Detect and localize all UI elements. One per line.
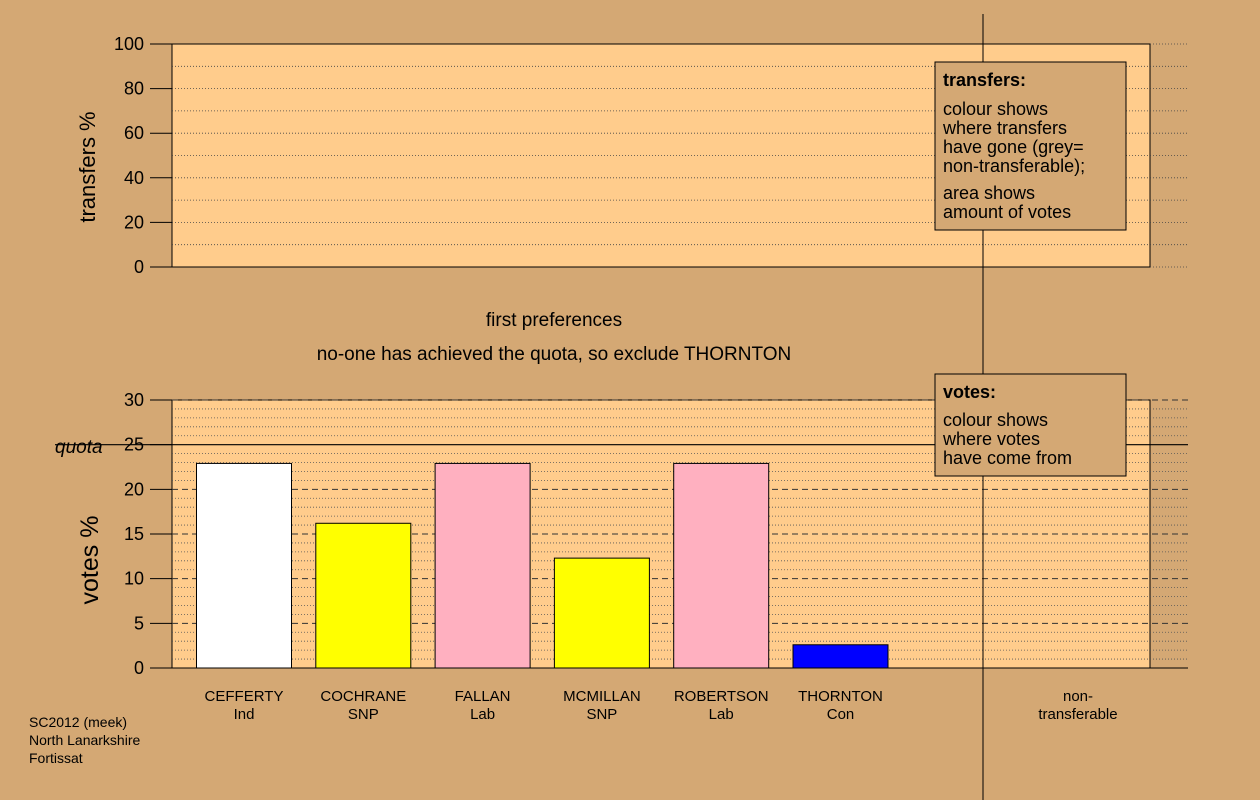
- quota-label: quota: [55, 437, 103, 458]
- votes-y-ticks: 30 25 20 15 10 5 0: [124, 390, 172, 678]
- transfers-tick-label: 20: [124, 212, 144, 232]
- candidate-name: MCMILLAN: [563, 688, 641, 705]
- votes-y-axis-label: votes %: [76, 516, 104, 605]
- votes-note-title: votes:: [943, 382, 996, 402]
- candidate-name: FALLAN: [455, 688, 511, 705]
- transfers-note-title: transfers:: [943, 70, 1026, 90]
- transfers-tick-label: 60: [124, 123, 144, 143]
- candidate-name: COCHRANE: [320, 688, 406, 705]
- footer-election: SC2012 (meek): [29, 714, 127, 730]
- transfers-note-line: colour shows: [943, 99, 1048, 119]
- votes-tick-label: 5: [134, 613, 144, 633]
- votes-note: votes: colour shows where votes have com…: [934, 373, 1127, 477]
- transfers-note-box: [934, 61, 1127, 231]
- votes-tick-label: 30: [124, 390, 144, 410]
- votes-note-box: [934, 373, 1127, 477]
- candidate-party: SNP: [348, 706, 379, 723]
- candidate-name: THORNTON: [798, 688, 883, 705]
- stage-heading: first preferences: [486, 310, 622, 331]
- footer-council: North Lanarkshire: [29, 732, 140, 748]
- footer-ward: Fortissat: [29, 750, 83, 766]
- candidate-party: Lab: [470, 706, 495, 723]
- candidate-bar: [315, 522, 412, 669]
- stage-description: no-one has achieved the quota, so exclud…: [317, 344, 792, 365]
- transfers-tick-label: 80: [124, 79, 144, 99]
- transfers-tick-label: 100: [114, 34, 144, 54]
- votes-note-line: have come from: [943, 448, 1072, 468]
- votes-tick-label: 10: [124, 569, 144, 589]
- votes-note-line: colour shows: [943, 410, 1048, 430]
- transfers-note-line: have gone (grey=: [943, 137, 1084, 157]
- transfers-note-line: area shows: [943, 183, 1035, 203]
- votes-tick-label: 20: [124, 479, 144, 499]
- candidate-name: ROBERTSON: [674, 688, 769, 705]
- candidate-bar: [434, 462, 531, 669]
- nontransferable-label: transferable: [1038, 706, 1117, 723]
- transfers-note-line: non-transferable);: [943, 156, 1085, 176]
- candidate-bar: [673, 462, 770, 669]
- candidate-bar: [553, 557, 650, 669]
- transfers-tick-label: 0: [134, 257, 144, 277]
- nontransferable-label: non-: [1063, 688, 1093, 705]
- candidate-bar: [792, 644, 889, 669]
- candidate-party: Lab: [709, 706, 734, 723]
- votes-tick-label: 0: [134, 658, 144, 678]
- votes-note-line: where votes: [942, 429, 1040, 449]
- candidate-bar: [196, 462, 292, 669]
- candidate-party: SNP: [586, 706, 617, 723]
- votes-bars: [196, 462, 889, 669]
- transfers-y-axis-label: transfers %: [75, 111, 100, 222]
- transfers-y-ticks: 100 80 60 40 20 0: [114, 34, 172, 277]
- transfers-note: transfers: colour shows where transfers …: [934, 61, 1127, 231]
- transfers-note-line: amount of votes: [943, 202, 1071, 222]
- transfers-note-line: where transfers: [942, 118, 1067, 138]
- transfers-tick-label: 40: [124, 168, 144, 188]
- candidate-party: Con: [827, 706, 855, 723]
- votes-tick-label: 15: [124, 524, 144, 544]
- candidate-party: Ind: [234, 706, 255, 723]
- candidate-name: CEFFERTY: [205, 688, 284, 705]
- candidate-labels: CEFFERTYIndCOCHRANESNPFALLANLabMCMILLANS…: [205, 688, 883, 723]
- votes-tick-label: 25: [124, 435, 144, 455]
